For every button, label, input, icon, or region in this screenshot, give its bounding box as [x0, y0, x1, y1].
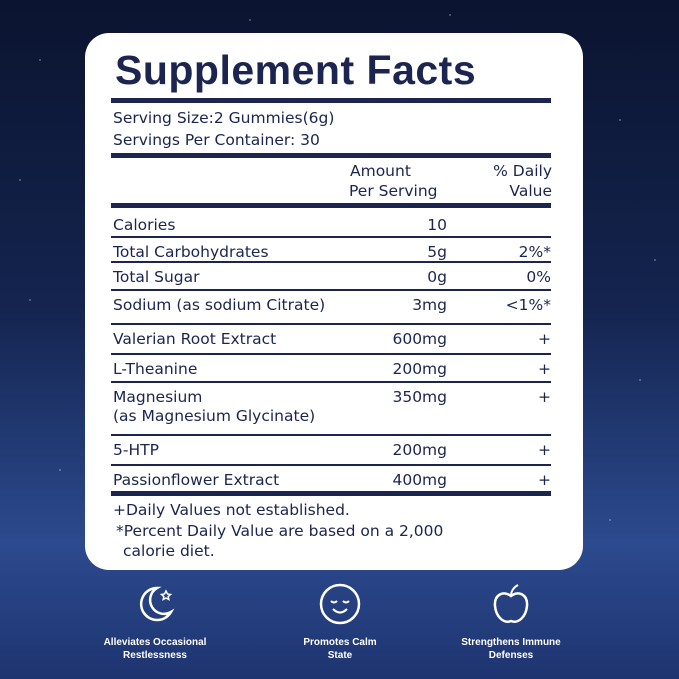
name-line: Total Carbohydrates: [113, 243, 269, 261]
daily-value: 0%: [526, 268, 551, 286]
smile-icon: [319, 583, 361, 625]
caption-line: State: [327, 650, 353, 661]
nutrient-name: Passionflower Extract: [113, 470, 279, 490]
row-rule: [111, 464, 551, 466]
nutrient-name: Sodium (as sodium Citrate): [113, 295, 325, 315]
feature-caption: Promotes Calm State: [260, 636, 420, 662]
nutrient-name: Calories: [113, 215, 175, 235]
nutrient-row: Calories 10: [111, 208, 551, 237]
amount-header: Amount Per Serving: [349, 161, 438, 201]
servings-per-container: Servings Per Container: 30: [113, 131, 320, 149]
amount: 200mg: [392, 360, 447, 378]
name-line: Magnesium: [113, 388, 203, 406]
name-line: L-Theanine: [113, 360, 198, 378]
header-line: Value: [509, 182, 552, 200]
nutrient-row: Sodium (as sodium Citrate) 3mg <1%*: [111, 290, 551, 324]
name-line: Valerian Root Extract: [113, 330, 277, 348]
row-rule: [111, 434, 551, 436]
nutrient-row: Passionflower Extract 400mg +: [111, 465, 551, 496]
facts-card: Supplement Facts Serving Size:2 Gummies(…: [85, 33, 583, 570]
nutrient-name: Valerian Root Extract: [113, 329, 276, 349]
rule: [111, 98, 551, 103]
name-line: Calories: [113, 216, 176, 234]
moon-icon: [139, 586, 175, 622]
feature-caption: Alleviates Occasional Restlessness: [75, 636, 235, 662]
amount: 350mg: [392, 388, 447, 406]
header-line: Per Serving: [349, 182, 438, 200]
daily-value: <1%*: [505, 296, 551, 314]
row-rule: [111, 236, 551, 238]
feature-caption: Strengthens Immune Defenses: [431, 636, 591, 662]
title: Supplement Facts: [115, 47, 477, 93]
row-rule: [111, 261, 551, 263]
daily-value: +: [538, 388, 551, 406]
row-rule: [111, 381, 551, 383]
nutrient-name: L-Theanine: [113, 359, 197, 379]
daily-value: +: [538, 471, 551, 489]
nutrient-row: Total Carbohydrates 5g 2%*: [111, 237, 551, 262]
nutrient-row: L-Theanine 200mg +: [111, 354, 551, 382]
nutrient-row: Magnesium (as Magnesium Glycinate) 350mg +: [111, 382, 551, 435]
amount: 200mg: [392, 441, 447, 459]
footnotes: +Daily Values not established. *Percent …: [113, 500, 443, 562]
feature: Promotes Calm State: [260, 582, 420, 662]
nutrient-row: Total Sugar 0g 0%: [111, 262, 551, 290]
footnote: +Daily Values not established.: [113, 501, 350, 519]
dv-header: % Daily Value: [493, 161, 552, 201]
nutrient-name: Magnesium (as Magnesium Glycinate): [113, 387, 315, 426]
daily-value: 2%*: [518, 243, 551, 261]
caption-line: Strengthens Immune: [461, 637, 561, 648]
daily-value: +: [538, 441, 551, 459]
nutrient-row: 5-HTP 200mg +: [111, 435, 551, 465]
daily-value: +: [538, 330, 551, 348]
header-line: Amount: [350, 162, 411, 180]
footnote: calorie diet.: [123, 542, 215, 560]
row-rule: [111, 353, 551, 355]
name-line: Passionflower Extract: [113, 471, 280, 489]
name-line: Sodium (as sodium Citrate): [113, 296, 326, 314]
caption-line: Restlessness: [123, 650, 187, 661]
footnote: *Percent Daily Value are based on a 2,00…: [116, 521, 444, 540]
row-rule: [111, 289, 551, 291]
daily-value: +: [538, 360, 551, 378]
nutrient-name: Total Sugar: [113, 267, 200, 287]
nutrient-name: Total Carbohydrates: [113, 242, 269, 262]
feature: Alleviates Occasional Restlessness: [75, 582, 235, 662]
amount: 400mg: [392, 471, 447, 489]
feature: Strengthens Immune Defenses: [431, 582, 591, 662]
name-sub: (as Magnesium Glycinate): [113, 407, 316, 425]
amount: 600mg: [392, 330, 447, 348]
nutrient-name: 5-HTP: [113, 440, 159, 460]
rule: [111, 203, 551, 208]
header-line: % Daily: [493, 162, 552, 180]
amount: 0g: [427, 268, 447, 286]
rule: [111, 153, 551, 158]
caption-line: Defenses: [488, 650, 534, 661]
name-line: 5-HTP: [113, 441, 159, 459]
caption-line: Alleviates Occasional: [103, 637, 207, 648]
serving-size: Serving Size:2 Gummies(6g): [113, 109, 335, 127]
apple-icon: [493, 584, 529, 623]
amount: 10: [427, 216, 447, 234]
rule: [111, 491, 551, 496]
caption-line: Promotes Calm: [303, 637, 377, 648]
amount: 5g: [427, 243, 447, 261]
nutrient-row: Valerian Root Extract 600mg +: [111, 324, 551, 354]
amount: 3mg: [412, 296, 447, 314]
name-line: Total Sugar: [113, 268, 200, 286]
row-rule: [111, 323, 551, 325]
